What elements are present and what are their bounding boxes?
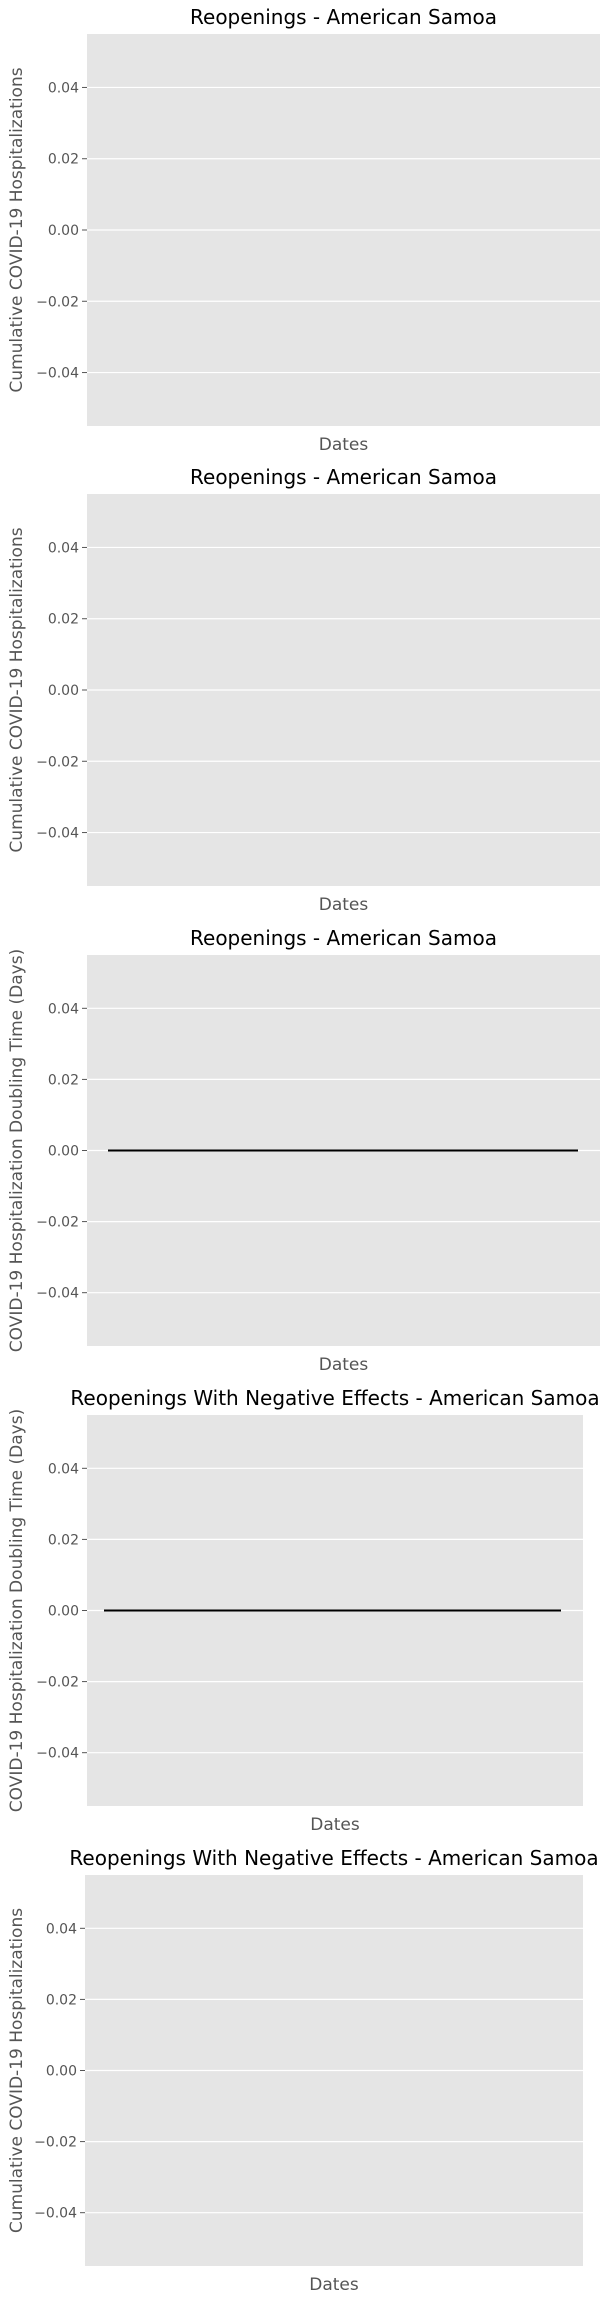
y-tick-label: 0.00 xyxy=(48,223,79,239)
y-tick-label: 0.00 xyxy=(48,1144,79,1160)
y-tick-label: 0.04 xyxy=(48,540,79,556)
y-tick-label: −0.04 xyxy=(36,826,79,842)
x-axis-label: Dates xyxy=(319,1355,369,1375)
y-axis-label: COVID-19 Hospitalization Doubling Time (… xyxy=(7,949,27,1352)
y-tick-label: −0.02 xyxy=(36,294,79,310)
y-tick-label: −0.02 xyxy=(36,1215,79,1231)
y-tick-label: 0.04 xyxy=(48,80,79,96)
x-axis-label: Dates xyxy=(310,1815,360,1835)
y-tick-label: −0.02 xyxy=(36,1675,79,1691)
y-tick-label: 0.00 xyxy=(48,1604,79,1620)
y-tick-label: −0.04 xyxy=(36,366,79,382)
chart-panel-1: 0.04 0.02 0.00 −0.02 −0.04 Reopenings - Ameri… xyxy=(7,5,600,455)
y-tick-label: −0.04 xyxy=(36,1286,79,1302)
y-tick-label: 0.02 xyxy=(48,612,79,628)
x-axis-label: Dates xyxy=(309,2275,359,2295)
y-tick-label: 0.04 xyxy=(48,1461,79,1477)
x-axis-label: Dates xyxy=(319,895,369,915)
y-axis-label: COVID-19 Hospitalization Doubling Time (… xyxy=(7,1409,27,1812)
y-tick-label: −0.02 xyxy=(36,754,79,770)
y-tick-label: 0.00 xyxy=(46,2064,77,2080)
y-tick-label: 0.00 xyxy=(48,683,79,699)
y-tick-label: 0.04 xyxy=(48,1001,79,1017)
y-tick-label: 0.02 xyxy=(48,1532,79,1548)
chart-panel-4: 0.04 0.02 0.00 −0.02 −0.04 Reopenings With Ne… xyxy=(7,1386,600,1835)
y-axis-label: Cumulative COVID-19 Hospitalizations xyxy=(7,67,27,392)
y-tick-label: 0.04 xyxy=(46,1921,77,1937)
y-tick-label: −0.04 xyxy=(34,2206,77,2222)
y-tick-label: −0.02 xyxy=(34,2135,77,2151)
y-axis-label: Cumulative COVID-19 Hospitalizations xyxy=(7,527,27,852)
y-tick-label: −0.04 xyxy=(36,1746,79,1762)
chart-title: Reopenings With Negative Effects - Ameri… xyxy=(70,1386,599,1410)
chart-panel-5: 0.04 0.02 0.00 −0.02 −0.04 Reopenings With Ne… xyxy=(7,1846,599,2295)
chart-panel-3: 0.04 0.02 0.00 −0.02 −0.04 Reopenings - Ameri… xyxy=(7,926,600,1375)
y-tick-label: 0.02 xyxy=(48,152,79,168)
chart-panel-2: 0.04 0.02 0.00 −0.02 −0.04 Reopenings - Ameri… xyxy=(7,465,600,915)
chart-title: Reopenings With Negative Effects - Ameri… xyxy=(69,1846,598,1870)
y-tick-label: 0.02 xyxy=(48,1072,79,1088)
chart-title: Reopenings - American Samoa xyxy=(190,465,497,489)
chart-title: Reopenings - American Samoa xyxy=(190,5,497,29)
x-axis-label: Dates xyxy=(319,435,369,455)
y-axis-label: Cumulative COVID-19 Hospitalizations xyxy=(7,1908,27,2233)
y-tick-label: 0.02 xyxy=(46,1992,77,2008)
chart-title: Reopenings - American Samoa xyxy=(190,926,497,950)
